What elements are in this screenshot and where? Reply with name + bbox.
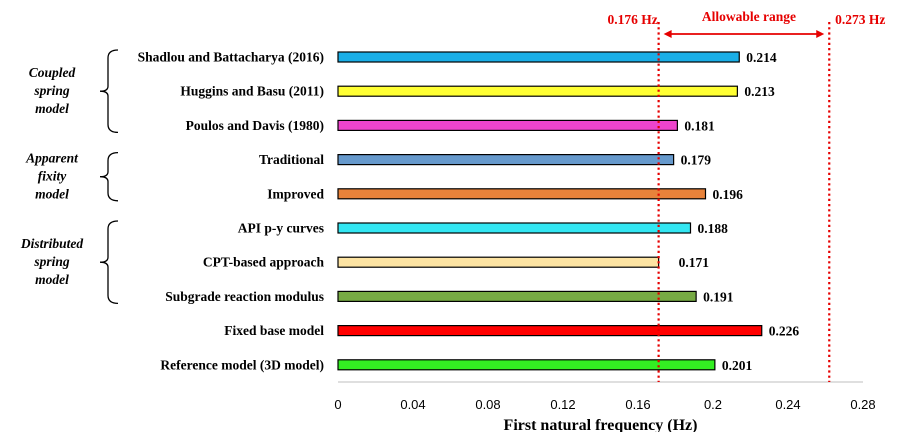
allowable-range: 0.176 Hz 0.273 Hz Allowable range [608,9,885,382]
category-label: Fixed base model [224,323,324,338]
group-label: model [35,101,69,116]
x-tick-label: 0.12 [550,397,575,412]
group-label: model [35,272,69,287]
category-label: Shadlou and Battacharya (2016) [138,50,324,65]
group-label: Apparent [25,151,79,166]
value-label: 0.191 [703,289,734,304]
bar [337,256,660,268]
bar [337,325,763,337]
value-label: 0.214 [746,50,777,65]
bar [337,290,697,302]
group-label: Coupled [29,65,76,80]
category-label: Traditional [259,152,324,167]
value-label: 0.201 [722,358,753,373]
value-label: 0.213 [744,84,775,99]
group-bracket [99,220,119,305]
value-label: 0.181 [684,118,715,133]
x-tick-label: 0.16 [625,397,650,412]
bar [337,85,738,97]
value-label: 0.171 [679,255,710,270]
x-tick-label: 0.2 [704,397,722,412]
bar [337,359,716,371]
value-label: 0.226 [769,324,800,339]
lower-limit-label: 0.176 Hz [608,12,658,27]
x-tick-label: 0.08 [475,397,500,412]
group-label: spring [33,254,70,269]
range-arrow-head-left [663,30,672,38]
group-label: Distributed [20,236,84,251]
group-label: spring [33,83,70,98]
category-label: CPT-based approach [203,255,325,270]
category-labels: Shadlou and Battacharya (2016) Huggins an… [138,50,325,373]
group-label: model [35,187,69,202]
bar [337,188,707,200]
bar [337,222,692,234]
group-bracket [99,151,119,202]
category-label: Huggins and Basu (2011) [180,84,324,99]
range-label: Allowable range [702,9,796,24]
bar [337,154,675,166]
x-tick-label: 0 [334,397,341,412]
x-tick-label: 0.28 [850,397,875,412]
range-arrow-head-right [816,30,825,38]
category-label: Subgrade reaction modulus [165,289,324,304]
x-axis-title: First natural frequency (Hz) [504,417,698,432]
value-labels: 0.214 0.213 0.181 0.179 0.196 0.188 0.171 0.191… [679,50,800,373]
value-label: 0.179 [681,153,712,168]
category-label: Poulos and Davis (1980) [186,118,324,133]
group-label: fixity [38,169,67,184]
bars [337,51,763,371]
group-brackets [99,49,119,305]
bar [337,51,740,63]
x-tick-label: 0.04 [400,397,425,412]
category-label: Improved [267,186,324,201]
group-labels: Coupled spring model Apparent fixity model Dis… [20,65,84,287]
value-label: 0.196 [713,187,744,202]
x-tick-label: 0.24 [775,397,800,412]
group-bracket [99,49,119,134]
bar [337,119,678,132]
value-label: 0.188 [698,221,729,236]
category-label: Reference model (3D model) [160,357,324,372]
x-tick-labels: 0 0.04 0.08 0.12 0.16 0.2 0.24 0.28 [334,397,875,412]
upper-limit-label: 0.273 Hz [835,12,885,27]
category-label: API p-y curves [238,221,324,236]
